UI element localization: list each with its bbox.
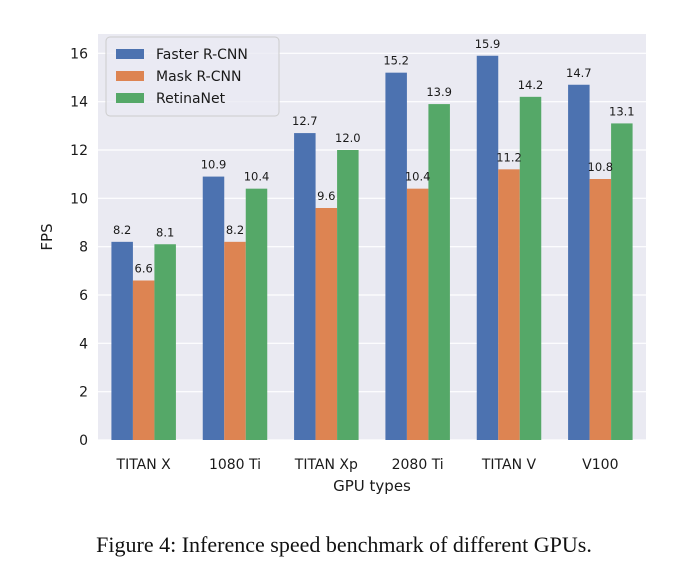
legend-swatch — [116, 93, 144, 103]
x-tick-label: V100 — [582, 457, 618, 473]
y-tick-label: 12 — [70, 143, 88, 159]
bar — [406, 188, 429, 440]
x-tick-label: 1080 Ti — [209, 457, 261, 473]
x-tick-label: TITAN X — [116, 457, 172, 473]
bar — [294, 133, 316, 441]
bar — [111, 241, 133, 440]
figure-caption: Figure 4: Inference speed benchmark of d… — [96, 532, 592, 557]
y-axis-ticks: 0 2 4 6 8 10 12 14 16 — [70, 46, 88, 449]
legend: Faster R-CNN Mask R-CNN RetinaNet — [105, 36, 280, 117]
bar — [315, 208, 338, 440]
legend-label: Mask R-CNN — [156, 69, 241, 85]
legend-swatch — [116, 71, 144, 81]
bar — [611, 123, 633, 441]
legend-swatch — [116, 49, 144, 59]
data-label: 8.2 — [113, 223, 131, 237]
x-tick-label: TITAN V — [481, 457, 537, 473]
bar — [568, 84, 590, 440]
bar — [498, 169, 520, 441]
data-label: 10.4 — [405, 170, 431, 184]
y-tick-label: 8 — [79, 240, 88, 256]
bars — [111, 55, 633, 441]
bar — [519, 96, 542, 440]
y-tick-label: 14 — [70, 95, 88, 111]
data-label: 6.6 — [135, 262, 153, 276]
data-label: 13.1 — [609, 104, 635, 118]
data-label: 14.2 — [518, 78, 544, 92]
y-axis-label: FPS — [38, 223, 56, 250]
y-tick-label: 4 — [79, 336, 88, 352]
bar — [154, 244, 176, 440]
data-label: 15.9 — [475, 37, 501, 51]
x-axis-label: GPU types — [333, 477, 411, 495]
data-label: 8.1 — [156, 225, 174, 239]
y-tick-label: 0 — [79, 433, 88, 449]
y-tick-label: 10 — [70, 191, 88, 207]
data-label: 15.2 — [383, 54, 409, 68]
data-label: 8.2 — [226, 223, 244, 237]
bar — [202, 176, 225, 441]
bar — [428, 104, 450, 440]
bar — [476, 55, 499, 440]
data-label: 12.7 — [292, 114, 318, 128]
data-label: 12.0 — [335, 131, 361, 145]
x-tick-label: TITAN Xp — [294, 457, 358, 473]
legend-label: RetinaNet — [156, 91, 226, 107]
data-label: 14.7 — [566, 66, 592, 80]
bar — [132, 280, 155, 440]
legend-box — [105, 36, 280, 117]
bar-chart: 0 2 4 6 8 10 12 14 16 8.2 6.6 8.1 10.9 8.2 10.4 12.7 9.… — [38, 34, 646, 495]
bar — [385, 72, 407, 441]
y-tick-label: 6 — [79, 288, 88, 304]
bar — [337, 150, 359, 440]
x-tick-label: 2080 Ti — [392, 457, 444, 473]
y-tick-label: 16 — [70, 46, 88, 62]
data-label: 10.9 — [201, 158, 227, 172]
data-label: 9.6 — [317, 189, 335, 203]
data-label: 11.2 — [496, 150, 522, 164]
bar — [245, 188, 268, 440]
data-label: 13.9 — [426, 85, 452, 99]
legend-label: Faster R-CNN — [156, 47, 248, 63]
data-label: 10.8 — [588, 160, 614, 174]
bar — [589, 179, 612, 440]
data-labels: 8.2 6.6 8.1 10.9 8.2 10.4 12.7 9.6 12.0 15.2 10.4 1… — [113, 37, 635, 276]
y-tick-label: 2 — [79, 385, 88, 401]
data-label: 10.4 — [244, 170, 270, 184]
bar — [224, 241, 246, 440]
x-axis-ticks: TITAN X 1080 Ti TITAN Xp 2080 Ti TITAN V V100 — [116, 457, 619, 473]
